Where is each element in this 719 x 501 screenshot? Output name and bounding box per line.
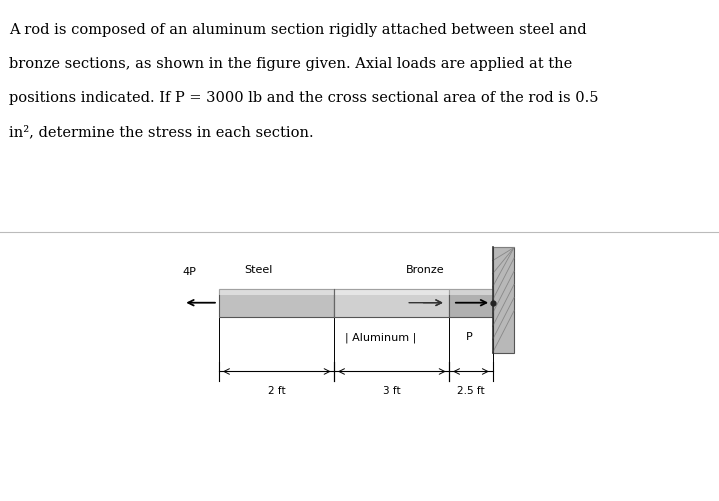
Text: 3 ft: 3 ft — [383, 385, 400, 395]
Text: P: P — [465, 332, 472, 342]
Text: Bronze: Bronze — [406, 265, 444, 275]
Text: bronze sections, as shown in the figure given. Axial loads are applied at the: bronze sections, as shown in the figure … — [9, 57, 572, 71]
Text: positions indicated. If P = 3000 lb and the cross sectional area of the rod is 0: positions indicated. If P = 3000 lb and … — [9, 91, 598, 105]
Text: | Aluminum |: | Aluminum | — [345, 332, 417, 342]
Bar — [219, 289, 334, 317]
Text: 4P: 4P — [182, 267, 196, 277]
Text: 2.5 ft: 2.5 ft — [457, 385, 485, 395]
Bar — [493, 248, 514, 353]
Text: Steel: Steel — [244, 265, 273, 275]
Bar — [449, 289, 493, 317]
Text: 2 ft: 2 ft — [268, 385, 285, 395]
Bar — [219, 289, 493, 296]
Bar — [334, 289, 449, 317]
Text: in², determine the stress in each section.: in², determine the stress in each sectio… — [9, 125, 313, 139]
Text: A rod is composed of an aluminum section rigidly attached between steel and: A rod is composed of an aluminum section… — [9, 23, 586, 37]
